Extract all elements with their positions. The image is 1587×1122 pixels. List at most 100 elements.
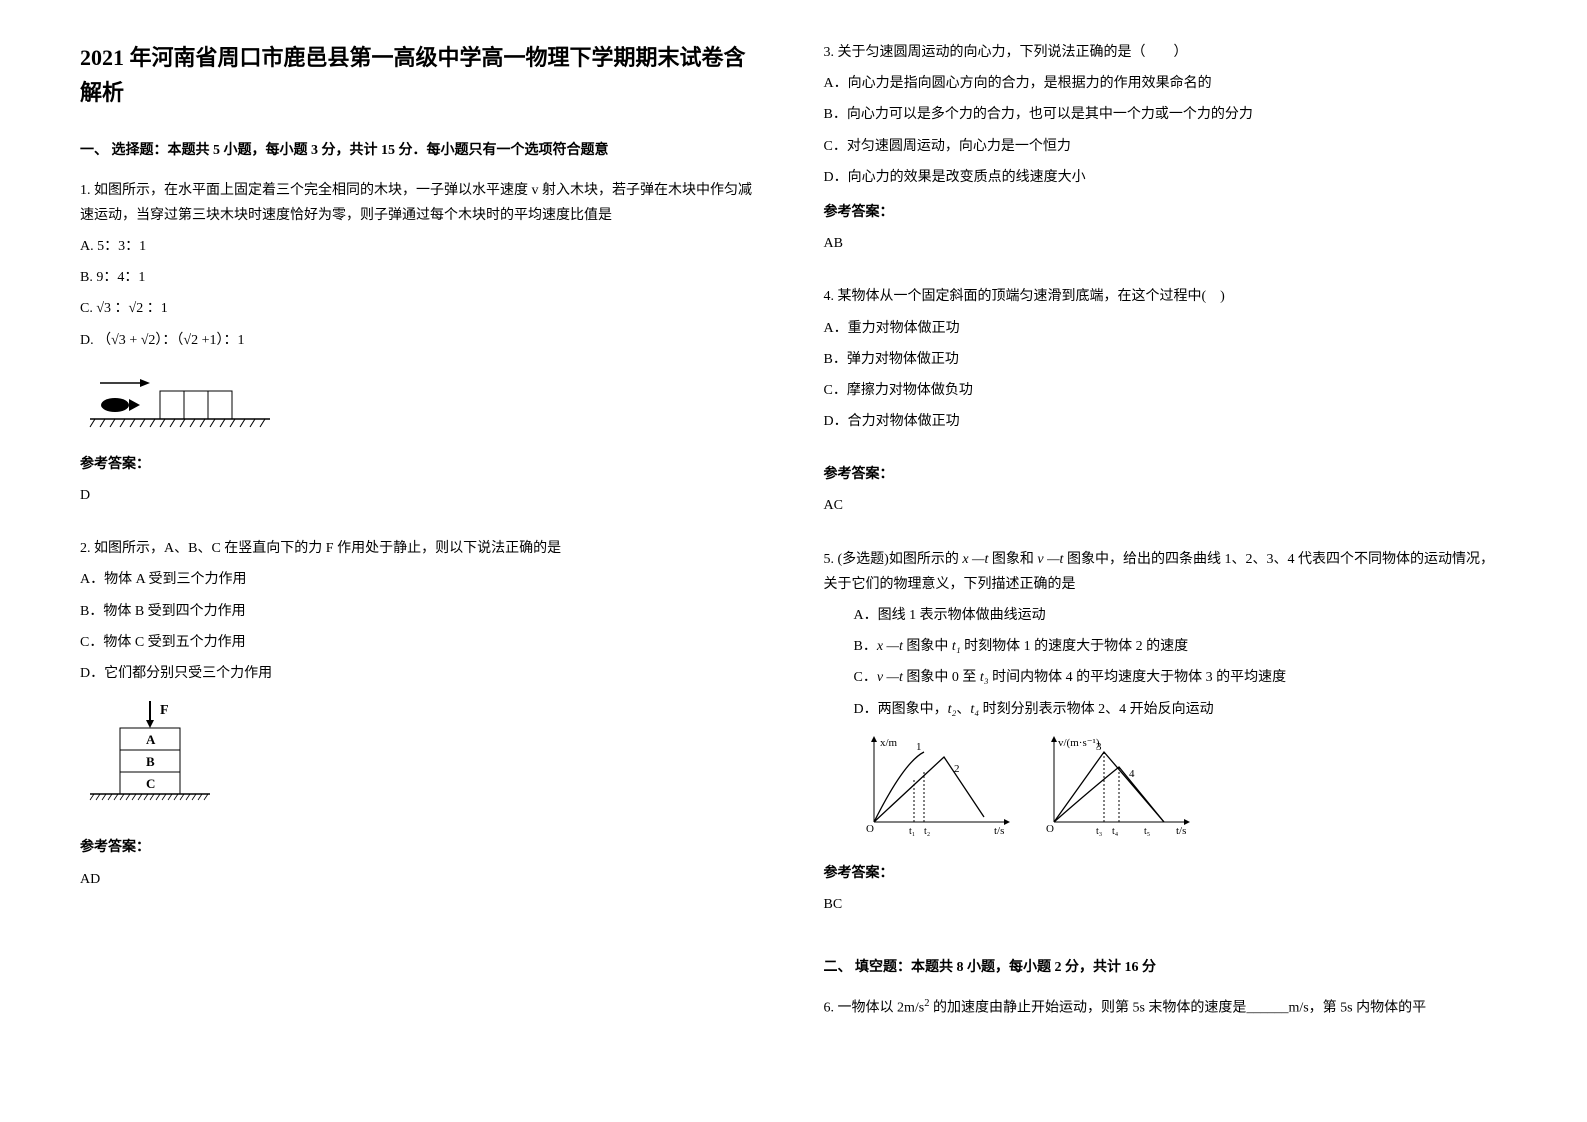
q5d-mid: 、 [956, 702, 970, 717]
q3-option-a: A．向心力是指向圆心方向的合力，是根据力的作用效果命名的 [824, 71, 1508, 96]
chart1-origin: O [866, 823, 874, 835]
sqrt3-b: √3 [111, 333, 126, 348]
q5-answer: BC [824, 892, 1508, 917]
q5c-mid1: 图象中 0 至 [903, 670, 980, 685]
q2-option-c: C．物体 C 受到五个力作用 [80, 630, 764, 655]
q1d-mid2: ）：（ [155, 333, 183, 348]
q1d-pre: D. （ [80, 333, 111, 348]
q5-option-d: D．两图象中，t₂、t₄ 时刻分别表示物体 2、4 开始反向运动 [854, 697, 1508, 722]
curve3-label: 3 [1096, 741, 1102, 753]
q5-stem-pre: 5. (多选题)如图所示的 [824, 552, 963, 567]
section-1-heading: 一、 选择题：本题共 5 小题，每小题 3 分，共计 15 分．每小题只有一个选… [80, 138, 764, 163]
q1-figure [80, 363, 764, 442]
q5-figure: x/m O t/s 1 2 t₁ t₂ [824, 732, 1508, 851]
q3-option-d: D．向心力的效果是改变质点的线速度大小 [824, 165, 1508, 190]
exam-title: 2021 年河南省周口市鹿邑县第一高级中学高一物理下学期期末试卷含解析 [80, 40, 764, 110]
q1-option-b: B. 9：4：1 [80, 265, 764, 290]
chart2-origin: O [1046, 823, 1054, 835]
t3-symbol: t₃ [980, 670, 989, 685]
q2-stem: 2. 如图所示，A、B、C 在竖直向下的力 F 作用处于静止，则以下说法正确的是 [80, 536, 764, 561]
q6-mid1: 的加速度由静止开始运动，则第 5s 末物体的速度是 [929, 1000, 1246, 1015]
q5b-pre: B． [854, 639, 877, 654]
q1-option-a: A. 5：3：1 [80, 234, 764, 259]
q5b-suf: 时刻物体 1 的速度大于物体 2 的速度 [961, 639, 1189, 654]
chart1-ylabel: x/m [880, 737, 898, 749]
question-6: 6. 一物体以 2m/s2 的加速度由静止开始运动，则第 5s 末物体的速度是_… [824, 995, 1508, 1021]
stacked-blocks-svg: F A B C [80, 696, 220, 816]
sqrt2-c: √2 [183, 333, 198, 348]
t4-tick: t₄ [1112, 826, 1119, 837]
sqrt2: √2 [129, 301, 144, 316]
q4-answer-label: 参考答案： [824, 462, 1508, 487]
chart1-xlabel: t/s [994, 825, 1004, 837]
q2-answer-label: 参考答案： [80, 835, 764, 860]
q5d-pre: D．两图象中， [854, 702, 948, 717]
question-1: 1. 如图所示，在水平面上固定着三个完全相同的木块，一子弹以水平速度 v 射入木… [80, 178, 764, 523]
xt-symbol: x —t [962, 552, 988, 567]
t5-tick: t₅ [1144, 826, 1150, 837]
q3-answer-label: 参考答案： [824, 200, 1508, 225]
bullet-blocks-svg [80, 363, 280, 433]
q3-option-b: B．向心力可以是多个力的合力，也可以是其中一个力或一个力的分力 [824, 102, 1508, 127]
q5b-mid: 图象中 [903, 639, 952, 654]
curve2-label: 2 [954, 763, 960, 775]
q3-answer: AB [824, 231, 1508, 256]
curve4-label: 4 [1129, 768, 1135, 780]
chart2-xlabel: t/s [1176, 825, 1186, 837]
q5-option-b: B．x —t 图象中 t₁ 时刻物体 1 的速度大于物体 2 的速度 [854, 634, 1508, 659]
question-3: 3. 关于匀速圆周运动的向心力，下列说法正确的是（ ） A．向心力是指向圆心方向… [824, 40, 1508, 270]
q1c-mid: ： [111, 301, 129, 316]
q1c-suf: ：1 [143, 301, 168, 316]
q5-stem-mid1: 图象和 [988, 552, 1037, 567]
q6-pre: 6. 一物体以 2m/s [824, 1000, 925, 1015]
q3-stem: 3. 关于匀速圆周运动的向心力，下列说法正确的是（ ） [824, 40, 1508, 65]
chart2-ylabel: v/(m·s⁻¹) [1058, 737, 1100, 749]
q1-answer-label: 参考答案： [80, 452, 764, 477]
q1-option-d: D. （√3 + √2）：（√2 +1）：1 [80, 328, 764, 353]
q5-option-c: C．v —t 图象中 0 至 t₃ 时间内物体 4 的平均速度大于物体 3 的平… [854, 665, 1508, 690]
q5-option-a: A．图线 1 表示物体做曲线运动 [854, 603, 1508, 628]
q4-stem: 4. 某物体从一个固定斜面的顶端匀速滑到底端，在这个过程中( ) [824, 284, 1508, 309]
q4-option-d: D．合力对物体做正功 [824, 409, 1508, 434]
vt-symbol: v —t [1037, 552, 1063, 567]
question-2: 2. 如图所示，A、B、C 在竖直向下的力 F 作用处于静止，则以下说法正确的是… [80, 536, 764, 906]
q5d-suf: 时刻分别表示物体 2、4 开始反向运动 [979, 702, 1214, 717]
q2-answer: AD [80, 867, 764, 892]
q4-option-a: A．重力对物体做正功 [824, 316, 1508, 341]
xt-vt-charts-svg: x/m O t/s 1 2 t₁ t₂ [854, 732, 1204, 842]
t4-symbol: t₄ [970, 702, 979, 717]
block-c-label: C [146, 776, 155, 791]
block-b-label: B [146, 754, 155, 769]
q6-mid2: m/s，第 5s 内物体的平 [1288, 1000, 1426, 1015]
q4-option-b: B．弹力对物体做正功 [824, 347, 1508, 372]
section-2-heading: 二、 填空题：本题共 8 小题，每小题 2 分，共计 16 分 [824, 955, 1508, 980]
left-column: 2021 年河南省周口市鹿邑县第一高级中学高一物理下学期期末试卷含解析 一、 选… [80, 40, 764, 1082]
q1-stem: 1. 如图所示，在水平面上固定着三个完全相同的木块，一子弹以水平速度 v 射入木… [80, 178, 764, 228]
q6-blank1: ______ [1246, 1000, 1288, 1015]
block-a-label: A [146, 732, 156, 747]
t1-symbol: t₁ [952, 639, 961, 654]
q1c-pre: C. [80, 301, 96, 316]
exam-page: 2021 年河南省周口市鹿邑县第一高级中学高一物理下学期期末试卷含解析 一、 选… [0, 0, 1587, 1122]
sqrt3: √3 [96, 301, 111, 316]
t2-tick: t₂ [924, 826, 930, 837]
q1-answer: D [80, 483, 764, 508]
force-label: F [160, 703, 169, 718]
vt-symbol-b: v —t [877, 670, 903, 685]
xt-symbol-b: x —t [877, 639, 903, 654]
q4-option-c: C．摩擦力对物体做负功 [824, 378, 1508, 403]
sqrt2-b: √2 [141, 333, 156, 348]
question-5: 5. (多选题)如图所示的 x —t 图象和 v —t 图象中，给出的四条曲线 … [824, 547, 1508, 932]
curve1-label: 1 [916, 741, 922, 753]
q4-answer: AC [824, 493, 1508, 518]
q2-figure: F A B C [80, 696, 764, 825]
q5c-suf: 时间内物体 4 的平均速度大于物体 3 的平均速度 [989, 670, 1287, 685]
question-4: 4. 某物体从一个固定斜面的顶端匀速滑到底端，在这个过程中( ) A．重力对物体… [824, 284, 1508, 532]
q3-option-c: C．对匀速圆周运动，向心力是一个恒力 [824, 134, 1508, 159]
q5c-pre: C． [854, 670, 877, 685]
q1d-mid3: +1）：1 [198, 333, 244, 348]
q2-option-a: A．物体 A 受到三个力作用 [80, 567, 764, 592]
q5-answer-label: 参考答案： [824, 861, 1508, 886]
t1-tick: t₁ [909, 826, 915, 837]
right-column: 3. 关于匀速圆周运动的向心力，下列说法正确的是（ ） A．向心力是指向圆心方向… [824, 40, 1508, 1082]
